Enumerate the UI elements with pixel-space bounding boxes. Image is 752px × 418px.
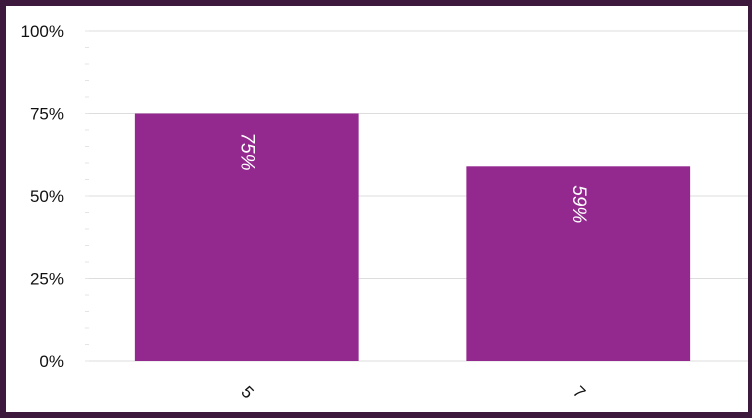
bar-data-label: 59% <box>568 185 589 223</box>
x-tick-label: 7 <box>569 382 589 402</box>
y-tick-label: 100% <box>21 22 64 41</box>
bar <box>134 113 359 361</box>
x-tick-label: 5 <box>237 382 257 402</box>
y-tick-label: 0% <box>39 352 64 371</box>
y-axis: 0% 25% 50% 75% 100% <box>21 22 64 371</box>
y-tick-label: 75% <box>30 105 64 124</box>
bar-data-label: 75% <box>237 132 258 170</box>
bar <box>466 166 691 361</box>
y-tick-label: 25% <box>30 270 64 289</box>
y-tick-label: 50% <box>30 187 64 206</box>
bars: 75% 59% <box>134 113 691 361</box>
